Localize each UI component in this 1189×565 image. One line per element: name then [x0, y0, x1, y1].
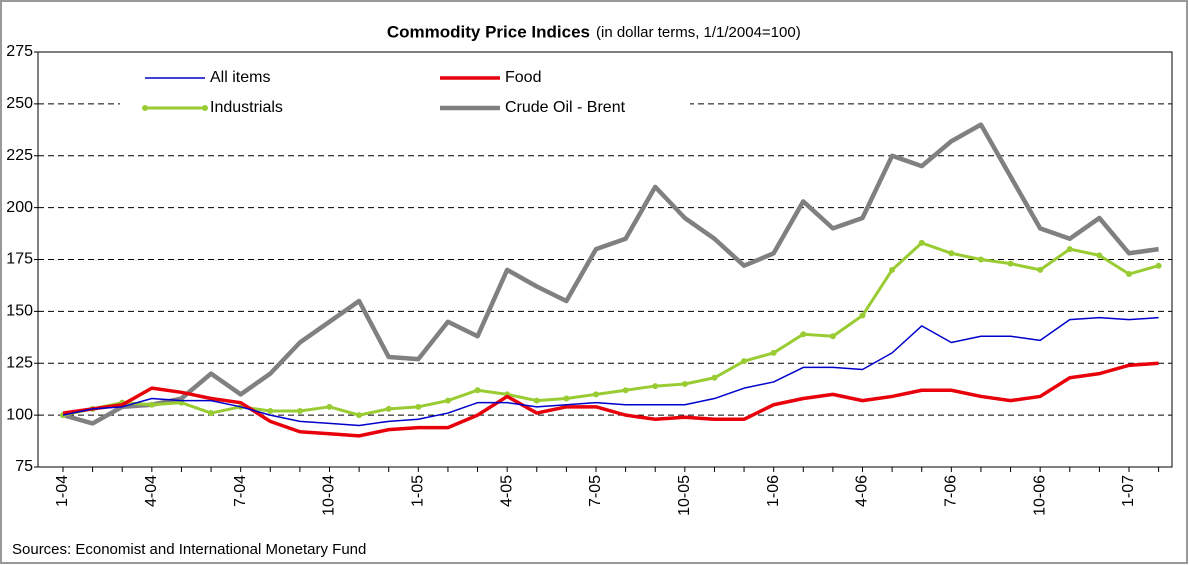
x-tick-label: 1-07: [1120, 475, 1137, 507]
x-tick-label: 7-06: [943, 475, 960, 507]
series-marker: [1037, 266, 1044, 273]
y-tick-label: 125: [6, 354, 33, 371]
series-line: [62, 122, 1159, 426]
series-marker: [859, 312, 866, 319]
series-marker: [948, 250, 955, 257]
source-note: Sources: Economist and International Mon…: [12, 541, 366, 558]
series-marker: [1096, 252, 1103, 259]
series-marker: [1155, 262, 1162, 269]
x-tick-label: 10-06: [1031, 475, 1048, 516]
legend-label: Industrials: [210, 99, 283, 116]
y-tick-label: 75: [15, 458, 33, 475]
series-marker: [563, 395, 570, 402]
series-marker: [741, 358, 748, 365]
series-marker: [385, 405, 392, 412]
series-marker: [533, 397, 540, 404]
y-tick-label: 100: [6, 406, 33, 423]
x-tick-label: 10-04: [321, 475, 338, 516]
chart-title: Commodity Price Indices: [387, 22, 590, 41]
legend-box: [120, 64, 690, 122]
y-tick-label: 150: [6, 303, 33, 320]
x-tick-label: 1-04: [54, 475, 71, 507]
series-marker: [652, 383, 659, 390]
chart-subtitle: (in dollar terms, 1/1/2004=100): [596, 24, 801, 41]
legend-marker: [202, 105, 208, 111]
series-marker: [474, 387, 481, 394]
x-tick-label: 4-06: [854, 475, 871, 507]
series-marker: [889, 266, 896, 273]
series-marker: [770, 349, 777, 356]
y-tick-label: 175: [6, 251, 33, 268]
legend-label: Food: [505, 69, 541, 86]
series-marker: [444, 397, 451, 404]
x-tick-label: 1-05: [410, 475, 427, 507]
y-tick-label: 275: [6, 43, 33, 60]
series-line: [62, 361, 1159, 438]
legend-label: Crude Oil - Brent: [505, 99, 626, 116]
series-marker: [208, 410, 215, 417]
series-marker: [267, 407, 274, 414]
x-tick-label: 7-04: [232, 475, 249, 507]
series-marker: [415, 403, 422, 410]
y-tick-label: 200: [6, 199, 33, 216]
series-marker: [326, 403, 333, 410]
series-line: [62, 316, 1159, 427]
x-tick-label: 1-06: [765, 475, 782, 507]
x-tick-label: 4-04: [143, 475, 160, 507]
series-marker: [296, 407, 303, 414]
legend-label: All items: [210, 69, 270, 86]
series-marker: [593, 391, 599, 398]
series-marker: [918, 239, 925, 246]
series-marker: [1126, 271, 1132, 278]
legend-marker: [142, 105, 148, 111]
y-tick-label: 250: [6, 95, 33, 112]
series-marker: [829, 333, 836, 340]
series-marker: [1066, 246, 1073, 253]
x-tick-label: 4-05: [498, 475, 515, 507]
x-tick-label: 7-05: [587, 475, 604, 507]
series-marker: [977, 256, 984, 263]
series-marker: [622, 387, 629, 394]
series-marker: [148, 401, 155, 408]
series-marker: [681, 381, 688, 387]
series-marker: [1007, 260, 1014, 267]
y-tick-label: 225: [6, 147, 33, 164]
series-marker: [800, 331, 807, 338]
x-tick-label: 10-05: [676, 475, 693, 516]
series-marker: [356, 412, 363, 419]
series-marker: [711, 374, 718, 381]
